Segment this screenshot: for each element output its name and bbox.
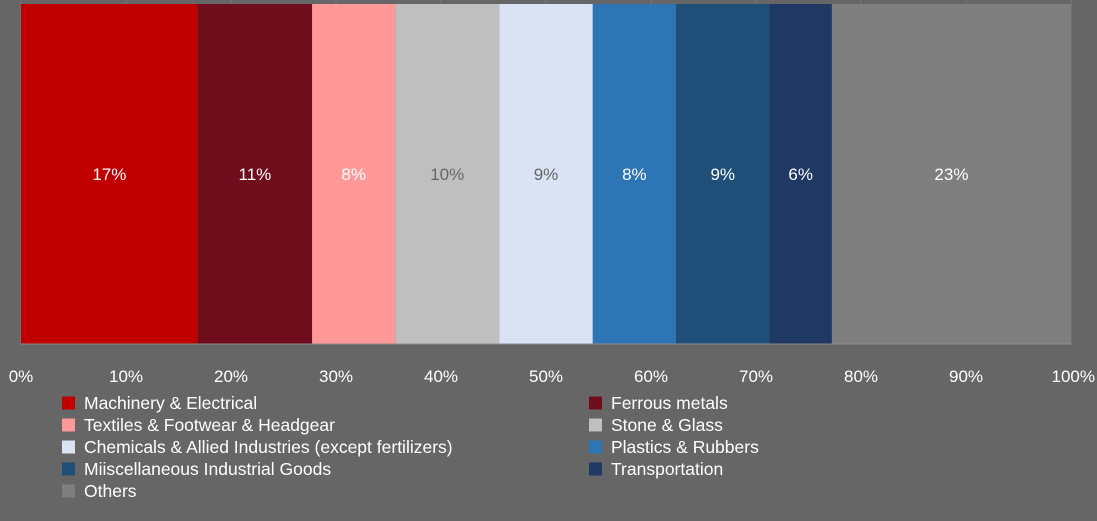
data-label: 9%	[534, 165, 559, 184]
legend-label: Ferrous metals	[611, 393, 728, 413]
legend-swatch	[62, 441, 75, 454]
data-label: 6%	[788, 165, 813, 184]
legend-swatch	[589, 397, 602, 410]
data-label: 23%	[934, 165, 968, 184]
legend-label: Chemicals & Allied Industries (except fe…	[84, 437, 453, 457]
legend-label: Plastics & Rubbers	[611, 437, 759, 457]
legend-swatch	[589, 463, 602, 476]
legend-swatch	[62, 485, 75, 498]
x-tick-label: 50%	[529, 367, 563, 386]
legend-swatch	[62, 419, 75, 432]
legend-label: Machinery & Electrical	[84, 393, 257, 413]
legend-label: Transportation	[611, 459, 723, 479]
x-tick-label: 90%	[949, 367, 983, 386]
data-label: 9%	[710, 165, 735, 184]
x-tick-label: 10%	[109, 367, 143, 386]
data-label: 17%	[92, 165, 126, 184]
legend-label: Stone & Glass	[611, 415, 723, 435]
legend-label: Textiles & Footwear & Headgear	[84, 415, 335, 435]
legend-swatch	[589, 419, 602, 432]
legend-label: Miiscellaneous Industrial Goods	[84, 459, 331, 479]
legend-swatch	[62, 463, 75, 476]
data-label: 11%	[239, 165, 272, 184]
x-tick-label: 40%	[424, 367, 458, 386]
legend-label: Others	[84, 481, 137, 501]
x-tick-label: 30%	[319, 367, 353, 386]
x-tick-label: 70%	[739, 367, 773, 386]
legend-swatch	[589, 441, 602, 454]
x-tick-label: 80%	[844, 367, 878, 386]
legend-swatch	[62, 397, 75, 410]
x-tick-label: 20%	[214, 367, 248, 386]
data-label: 8%	[341, 165, 366, 184]
x-tick-label: 60%	[634, 367, 668, 386]
x-tick-label: 100%	[1052, 367, 1095, 386]
x-tick-label: 0%	[9, 367, 34, 386]
legend: Machinery & Electrical Ferrous metals Text…	[62, 393, 759, 501]
x-axis: 0% 10% 20% 30% 40% 50% 60% 70% 80% 90% 100%	[9, 344, 1095, 386]
data-label: 8%	[622, 165, 647, 184]
data-label: 10%	[430, 165, 464, 184]
